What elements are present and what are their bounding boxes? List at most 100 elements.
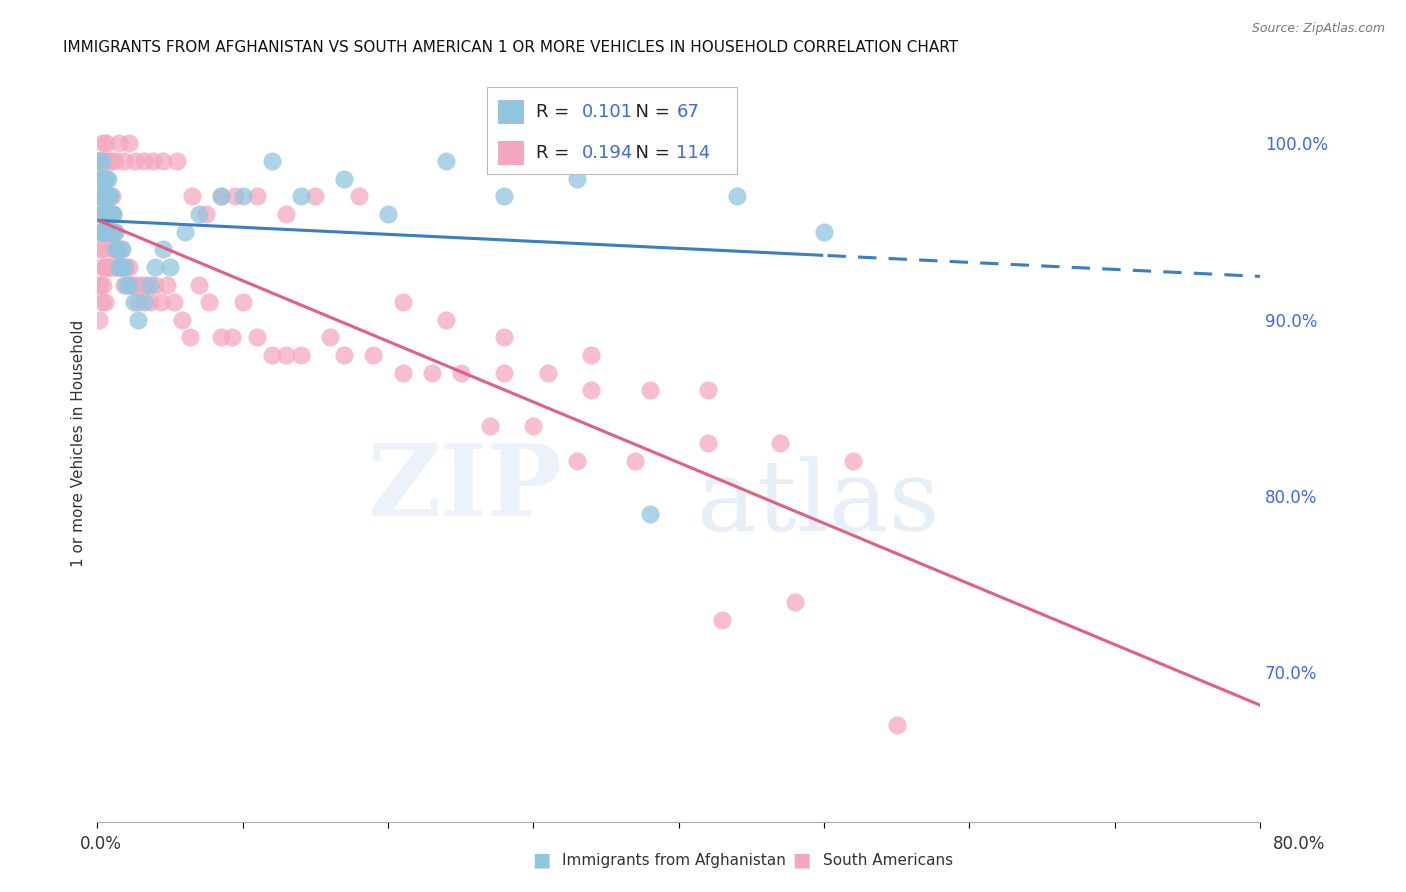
Point xyxy=(100,225,122,239)
Point xyxy=(96,154,118,169)
Point xyxy=(145,260,167,274)
Point xyxy=(163,295,186,310)
Point xyxy=(132,295,155,310)
Point xyxy=(391,366,413,380)
Text: 67: 67 xyxy=(676,103,699,120)
Point xyxy=(87,277,110,292)
Point xyxy=(100,189,122,203)
Point xyxy=(91,207,114,221)
Point xyxy=(122,295,145,310)
Point xyxy=(93,171,115,186)
Point xyxy=(112,277,135,292)
Point xyxy=(87,312,110,326)
Point xyxy=(522,418,544,433)
Point xyxy=(209,330,232,344)
Point xyxy=(91,225,114,239)
Point xyxy=(769,436,792,450)
Point xyxy=(170,312,193,326)
Point xyxy=(87,189,110,203)
Text: 114: 114 xyxy=(676,144,710,161)
Point xyxy=(104,225,127,239)
Point xyxy=(101,225,124,239)
Point xyxy=(209,189,232,203)
Point xyxy=(195,207,218,221)
Point xyxy=(101,207,124,221)
Point xyxy=(696,384,718,398)
Point xyxy=(276,207,298,221)
Point xyxy=(260,154,283,169)
Point xyxy=(118,260,141,274)
Point xyxy=(145,277,167,292)
Point xyxy=(96,207,118,221)
Text: ZIP: ZIP xyxy=(367,441,562,537)
Point xyxy=(333,171,356,186)
Point xyxy=(319,330,342,344)
Point xyxy=(180,189,202,203)
Point xyxy=(91,242,114,256)
Text: 0.101: 0.101 xyxy=(582,103,633,120)
Point xyxy=(304,189,326,203)
Text: 80.0%: 80.0% xyxy=(1272,835,1326,853)
Point xyxy=(260,348,283,362)
Point xyxy=(121,277,143,292)
Point xyxy=(98,225,121,239)
Point xyxy=(89,207,111,221)
Point xyxy=(96,225,118,239)
FancyBboxPatch shape xyxy=(498,141,524,165)
Point xyxy=(90,295,112,310)
Point xyxy=(232,189,254,203)
Point xyxy=(90,154,112,169)
Point xyxy=(91,277,114,292)
Point xyxy=(333,348,356,362)
Point xyxy=(96,189,118,203)
Point xyxy=(94,225,117,239)
Text: ■: ■ xyxy=(792,850,811,869)
Point xyxy=(93,189,115,203)
Point xyxy=(104,154,127,169)
Point xyxy=(101,225,124,239)
Point xyxy=(93,260,115,274)
Text: R =: R = xyxy=(536,103,575,120)
Point xyxy=(494,366,516,380)
Point xyxy=(87,154,110,169)
Point xyxy=(198,295,221,310)
Point xyxy=(93,154,115,169)
Point xyxy=(115,277,138,292)
Text: ■: ■ xyxy=(531,850,551,869)
Point xyxy=(624,454,647,468)
Point xyxy=(108,260,131,274)
Point xyxy=(107,242,129,256)
Point xyxy=(696,436,718,450)
Point xyxy=(209,189,232,203)
Point xyxy=(276,348,298,362)
Point xyxy=(103,207,125,221)
Point xyxy=(90,207,112,221)
Point xyxy=(232,295,254,310)
Point xyxy=(129,277,152,292)
Point xyxy=(111,260,134,274)
Point xyxy=(290,348,312,362)
Point xyxy=(494,189,516,203)
Text: South Americans: South Americans xyxy=(823,854,953,868)
Point xyxy=(100,189,122,203)
Point xyxy=(391,295,413,310)
Point xyxy=(93,295,115,310)
Point xyxy=(166,154,188,169)
Point xyxy=(110,260,132,274)
Point xyxy=(89,189,111,203)
Point xyxy=(179,330,201,344)
Point xyxy=(90,189,112,203)
Point xyxy=(100,207,122,221)
Point xyxy=(101,260,124,274)
Point xyxy=(96,260,118,274)
Point xyxy=(91,171,114,186)
Point xyxy=(98,260,121,274)
Point xyxy=(783,595,806,609)
Point xyxy=(813,225,835,239)
Point xyxy=(91,189,114,203)
Point xyxy=(134,277,156,292)
Point xyxy=(434,154,457,169)
Point xyxy=(173,225,195,239)
Point xyxy=(94,189,117,203)
Point xyxy=(89,277,111,292)
